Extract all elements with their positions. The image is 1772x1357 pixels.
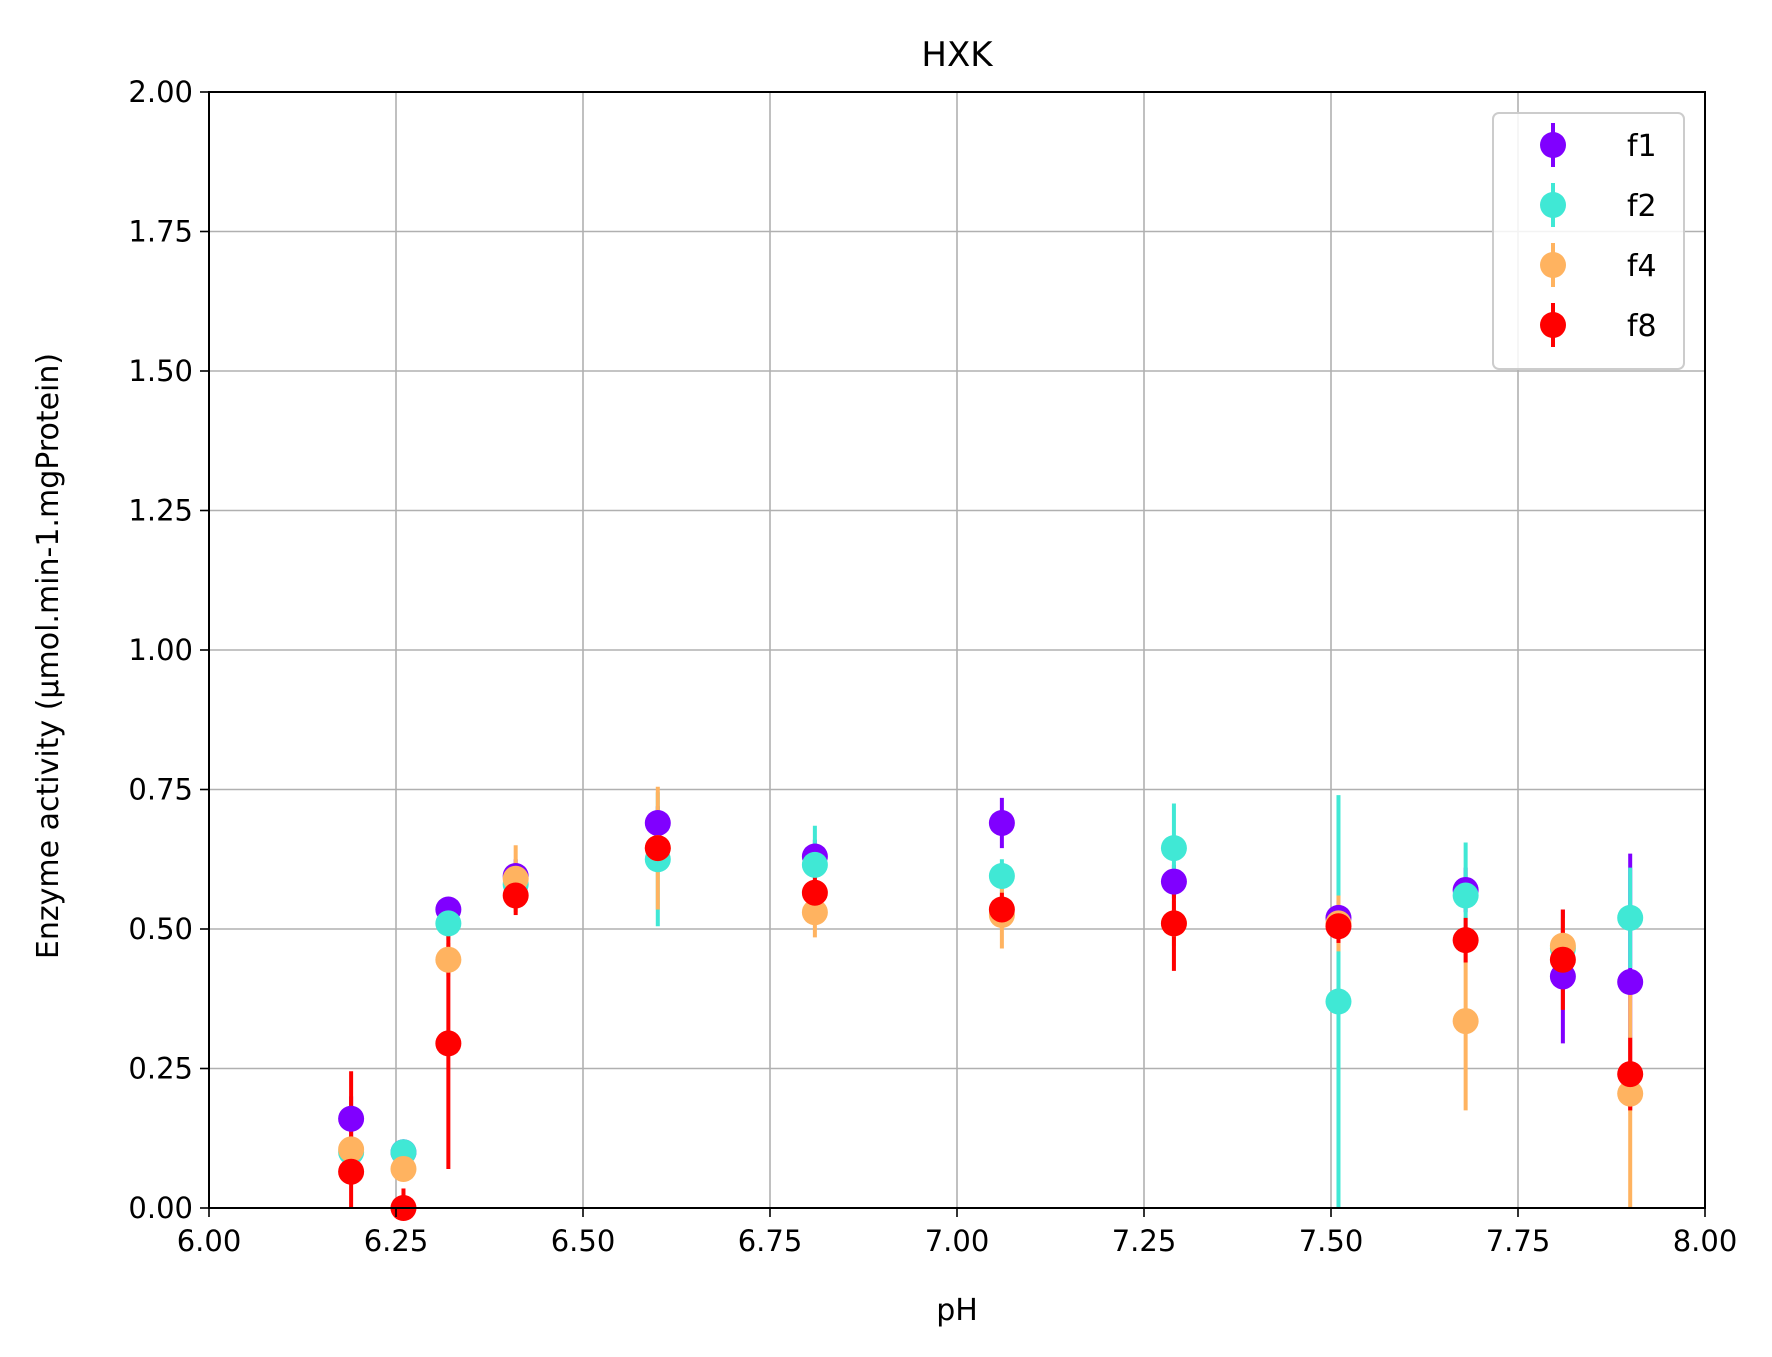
- data-point-f1: [1160, 868, 1187, 895]
- x-axis-ticks: 6.00 6.25 6.50 6.75 7.00 7.25 7.50 7.75 8.00: [177, 1208, 1738, 1258]
- data-point-f2: [435, 910, 462, 937]
- data-point-f8: [1549, 946, 1576, 973]
- x-tick-label: 6.25: [364, 1224, 429, 1258]
- legend-marker-f2: [1540, 192, 1566, 218]
- data-point-f8: [1617, 1061, 1644, 1088]
- x-tick-label: 6.75: [738, 1224, 803, 1258]
- x-tick-label: 8.00: [1673, 1224, 1738, 1258]
- data-point-f1: [988, 809, 1015, 836]
- y-tick-label: 0.25: [128, 1052, 193, 1086]
- data-point-f2: [1325, 988, 1352, 1015]
- x-axis-label: pH: [936, 1293, 978, 1328]
- data-point-f4: [338, 1136, 365, 1163]
- x-tick-label: 7.75: [1486, 1224, 1551, 1258]
- legend-label-f2: f2: [1627, 189, 1657, 224]
- data-point-f8: [801, 879, 828, 906]
- series-f8: [338, 835, 1644, 1221]
- legend-label-f8: f8: [1627, 309, 1657, 344]
- data-point-f2: [1160, 835, 1187, 862]
- y-tick-label: 2.00: [128, 75, 193, 109]
- data-point-f8: [1452, 927, 1479, 954]
- y-tick-label: 1.50: [128, 354, 193, 388]
- chart-title: HXK: [921, 35, 994, 75]
- y-axis-ticks: 0.00 0.25 0.50 0.75 1.00 1.25 1.50 1.75 2.00: [128, 75, 209, 1225]
- legend-marker-f1: [1540, 132, 1566, 158]
- legend-marker-f4: [1540, 252, 1566, 278]
- x-tick-label: 6.00: [177, 1224, 242, 1258]
- legend: f1 f2 f4 f8: [1492, 112, 1685, 370]
- x-tick-label: 7.50: [1299, 1224, 1364, 1258]
- y-tick-label: 1.25: [128, 494, 193, 528]
- data-point-f8: [988, 896, 1015, 923]
- data-point-f8: [1325, 913, 1352, 940]
- data-point-f4: [390, 1155, 417, 1182]
- data-point-f1: [1617, 969, 1644, 996]
- data-point-f4: [1617, 1080, 1644, 1107]
- data-point-f1: [338, 1105, 365, 1132]
- legend-marker-f8: [1540, 312, 1566, 338]
- data-point-f8: [644, 835, 671, 862]
- data-point-f2: [1617, 904, 1644, 931]
- x-tick-label: 7.00: [925, 1224, 990, 1258]
- y-tick-label: 0.75: [128, 773, 193, 807]
- y-axis-label: Enzyme activity (µmol.min-1.mgProtein): [31, 353, 66, 959]
- data-point-f4: [1452, 1008, 1479, 1035]
- data-point-f8: [1160, 910, 1187, 937]
- data-point-f4: [435, 946, 462, 973]
- y-tick-label: 1.00: [128, 633, 193, 667]
- data-point-f8: [435, 1030, 462, 1057]
- data-point-f8: [338, 1158, 365, 1185]
- x-tick-label: 7.25: [1112, 1224, 1177, 1258]
- legend-box: [1492, 112, 1685, 370]
- legend-label-f1: f1: [1627, 129, 1657, 164]
- legend-label-f4: f4: [1627, 249, 1657, 284]
- data-point-f8: [502, 882, 529, 909]
- data-point-f1: [644, 809, 671, 836]
- data-point-f2: [801, 851, 828, 878]
- data-point-f2: [988, 862, 1015, 889]
- y-tick-label: 1.75: [128, 215, 193, 249]
- data-points: [338, 809, 1644, 1221]
- data-point-f2: [1452, 882, 1479, 909]
- data-point-f4: [801, 899, 828, 926]
- x-tick-label: 6.50: [551, 1224, 616, 1258]
- y-tick-label: 0.50: [128, 912, 193, 946]
- y-tick-label: 0.00: [128, 1191, 193, 1225]
